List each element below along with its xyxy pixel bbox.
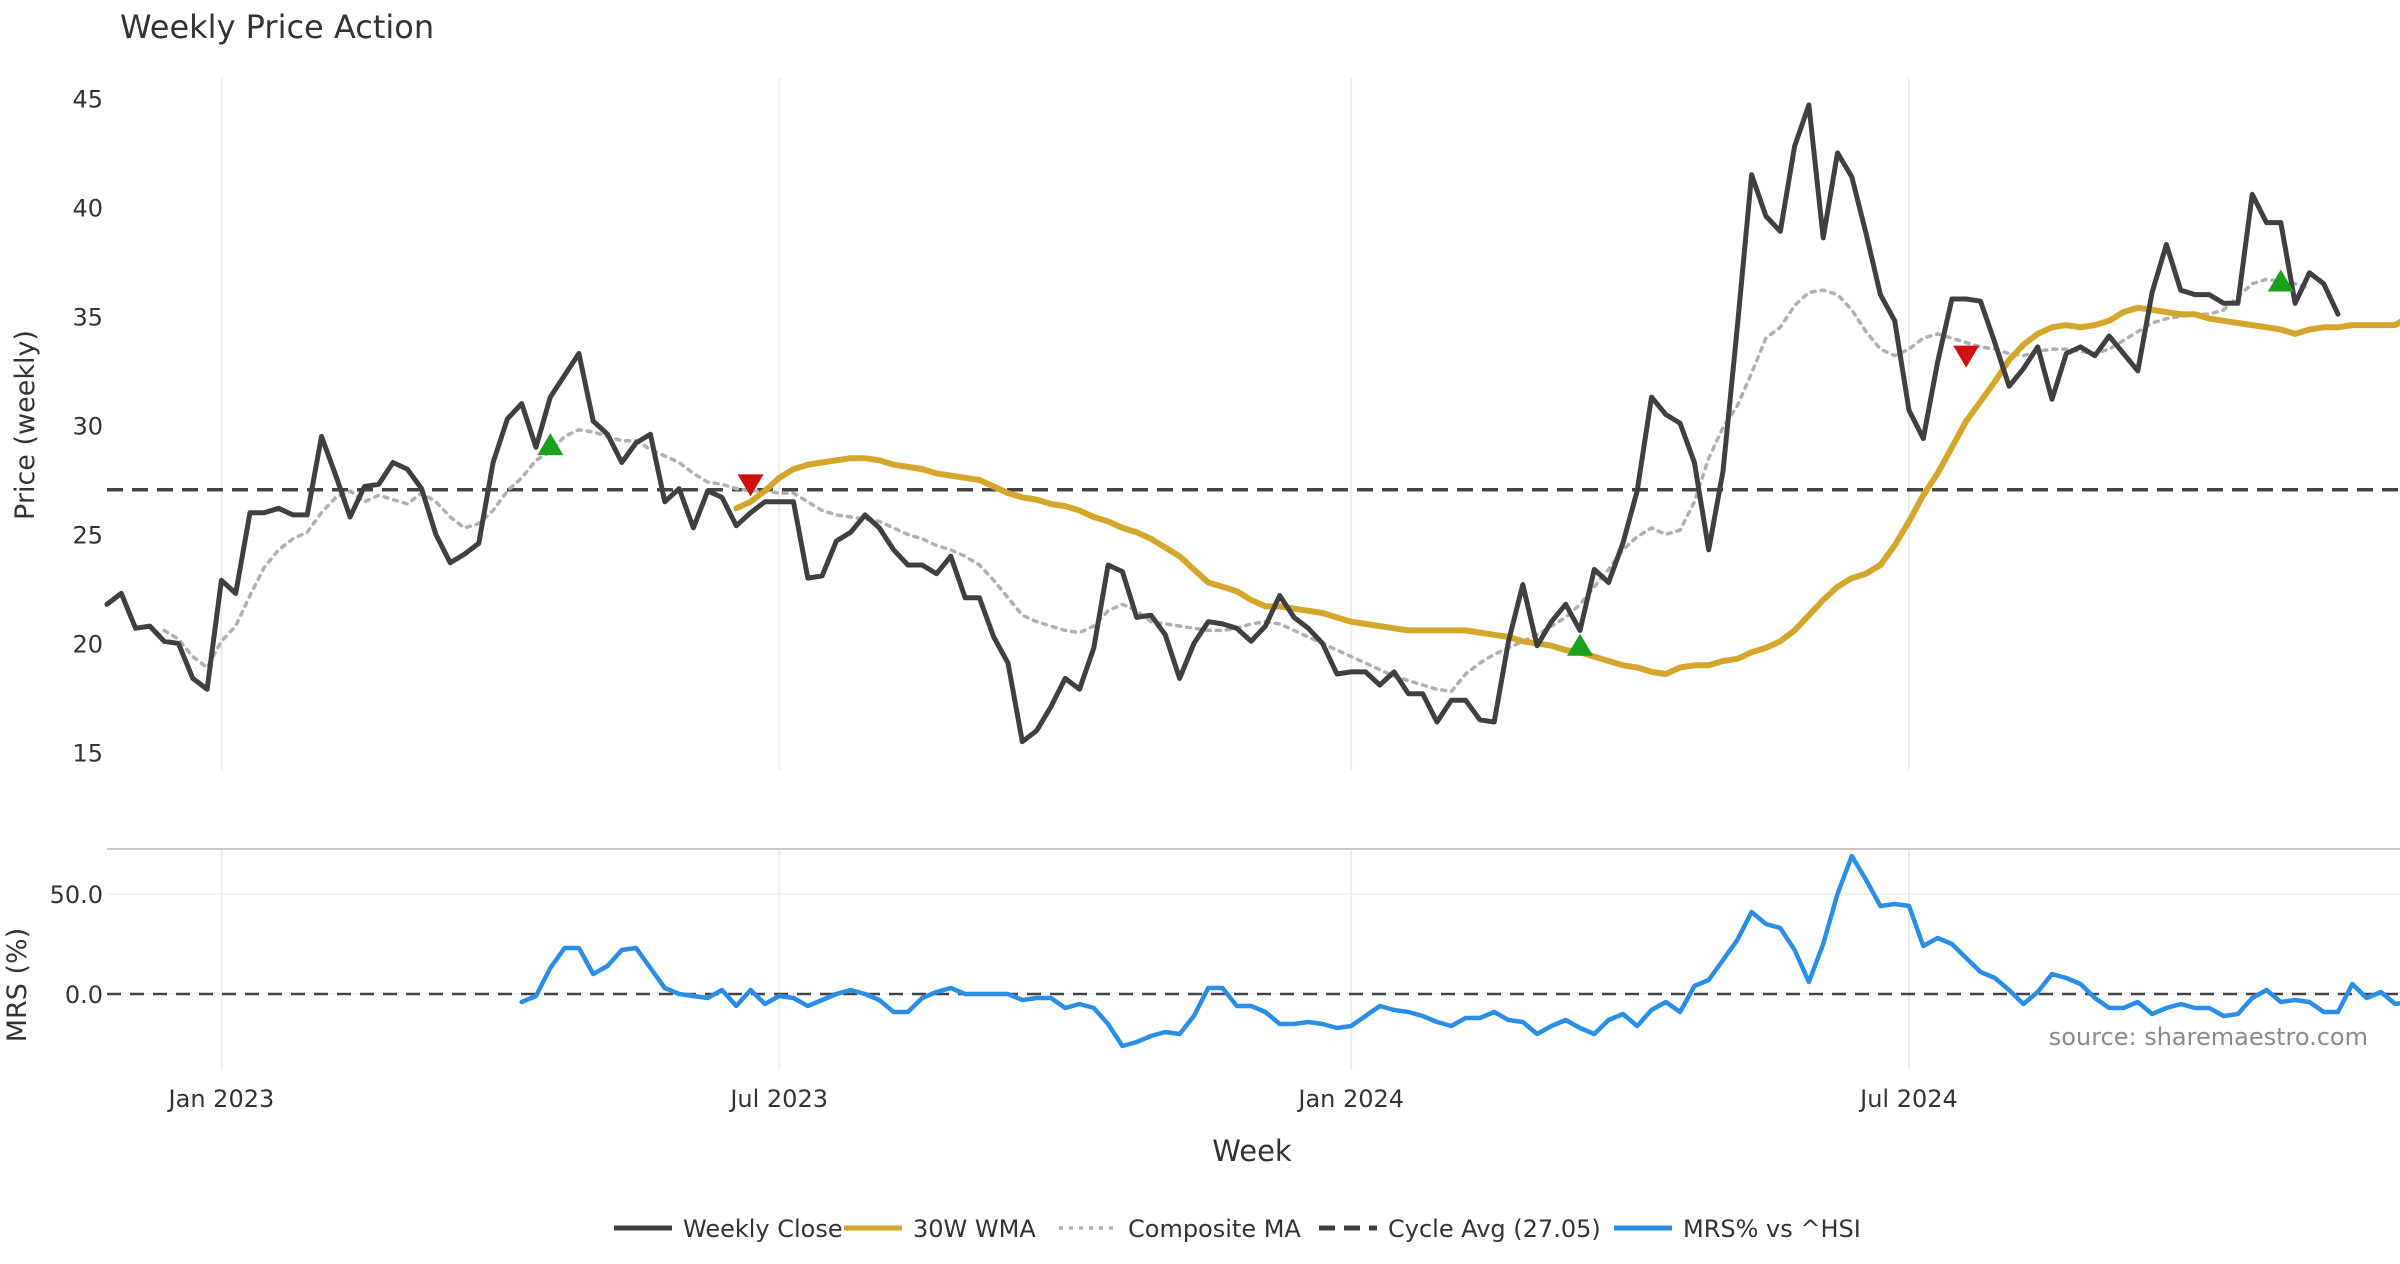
legend-label: MRS% vs ^HSI <box>1683 1215 1861 1243</box>
price-y-tick-label: 30 <box>72 412 103 440</box>
price-y-tick-label: 15 <box>72 740 103 768</box>
buy-signal-marker <box>537 433 564 456</box>
series-layer <box>104 102 2400 1049</box>
chart-title: Weekly Price Action <box>120 8 434 46</box>
price-y-tick-label: 20 <box>72 631 103 659</box>
mrs-line <box>519 853 2400 1049</box>
price-y-tick-label: 40 <box>72 194 103 222</box>
mrs-y-axis-label: MRS (%) <box>2 928 33 1043</box>
buy-signal-marker <box>2267 269 2294 292</box>
x-axis-label: Week <box>1212 1134 1292 1168</box>
legend-label: Composite MA <box>1128 1215 1301 1243</box>
weekly-close-line <box>104 102 2341 745</box>
x-tick-label: Jul 2024 <box>1858 1085 1958 1113</box>
x-tick-label: Jan 2024 <box>1296 1085 1404 1113</box>
sell-signal-marker <box>1953 345 1980 368</box>
sell-signal-marker <box>737 474 764 497</box>
source-label: source: sharemaestro.com <box>2049 1023 2368 1051</box>
legend-label: 30W WMA <box>913 1215 1036 1243</box>
legend-label: Weekly Close <box>683 1215 843 1243</box>
legend-label: Cycle Avg (27.05) <box>1388 1215 1601 1243</box>
mrs-y-tick-label: 0.0 <box>65 981 103 1009</box>
price-y-axis-label: Price (weekly) <box>10 330 41 520</box>
legend: Weekly Close 30W WMA Composite MA Cycle Avg… <box>614 1215 1861 1243</box>
wma-30w-line <box>733 304 2400 677</box>
signal-layer <box>537 269 2294 656</box>
buy-signal-marker <box>1567 633 1594 656</box>
x-tick-label: Jan 2023 <box>167 1085 275 1113</box>
price-y-tick-label: 25 <box>72 521 103 549</box>
mrs-y-tick-label: 50.0 <box>50 881 103 909</box>
x-tick-label: Jul 2023 <box>728 1085 828 1113</box>
grid-layer <box>107 78 2400 1070</box>
price-y-tick-label: 35 <box>72 303 103 331</box>
price-y-tick-label: 45 <box>72 85 103 113</box>
